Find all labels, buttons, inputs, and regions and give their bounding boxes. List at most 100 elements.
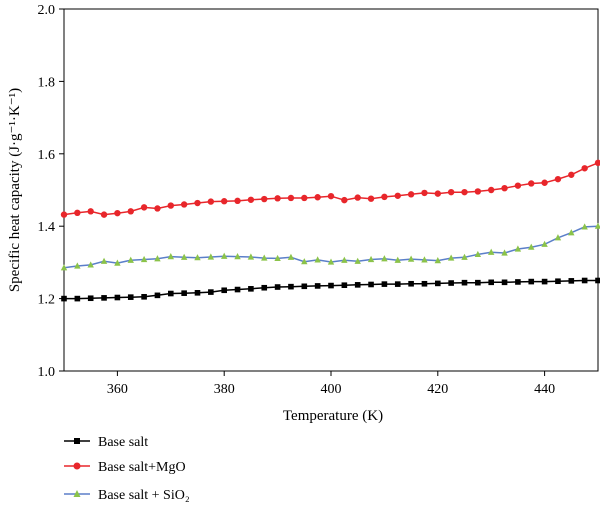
data-point [594,159,600,167]
legend-label-base-salt: Base salt [98,435,148,450]
series-2 [60,222,600,271]
data-point [141,293,147,300]
data-point [140,255,148,263]
series-layer [60,159,600,302]
x-tick-label: 360 [107,382,128,397]
data-point [301,258,308,265]
data-point [74,209,81,217]
x-tick-label: 380 [214,382,235,397]
data-point [194,290,201,296]
data-point [408,280,414,287]
data-point [154,255,161,262]
data-point [488,248,495,255]
data-point [541,179,548,186]
data-point [541,278,548,285]
data-point [568,278,575,284]
data-point [194,254,201,261]
data-point [367,195,375,202]
data-point [274,195,281,202]
data-point [154,205,161,212]
data-point [181,290,187,296]
data-point [261,254,268,261]
x-axis-label: Temperature (K) [283,408,383,424]
data-point [528,243,535,250]
data-point [87,208,94,215]
data-point [488,279,494,286]
data-point [528,180,535,187]
legend-item-base-salt-sio2: Base salt + SiO₂ [64,488,190,503]
legend-label-base-salt-mgo: Base salt+MgO [98,460,186,475]
data-point [100,257,108,264]
data-point [261,195,268,203]
data-point [394,281,401,287]
data-point [314,283,321,289]
data-point [595,277,600,284]
data-point [168,290,174,297]
data-point [287,253,295,260]
data-point [381,281,388,287]
data-point [208,289,214,295]
data-point [301,194,308,202]
data-point [501,184,508,192]
plot-frame [63,8,599,372]
data-point [381,193,388,201]
data-point [60,211,68,218]
data-point [180,253,188,260]
ticks-layer: 360 380 400 420 440 1.0 1.2 1.4 1.6 1.8 2.0 [38,3,556,397]
data-point [301,283,308,290]
data-point [248,286,254,292]
data-point [368,281,374,288]
data-point [554,175,562,183]
data-point [354,257,361,264]
series-0 [61,277,600,302]
legend: Base salt Base salt+MgO Base salt + SiO₂ [64,435,190,503]
data-point [421,280,428,287]
data-point [327,192,335,200]
data-point [514,245,522,252]
data-point [221,287,227,294]
y-tick-label: 2.0 [38,3,56,18]
data-point [554,234,562,241]
data-point [194,199,201,207]
data-point [448,280,454,286]
x-tick-label: 440 [534,382,555,397]
data-point [394,256,401,263]
data-point [447,188,455,196]
data-point [354,282,361,288]
data-point [367,255,375,263]
data-point [261,284,268,291]
data-point [207,253,215,260]
data-point [568,171,575,178]
data-point [528,278,535,285]
data-point [274,254,281,262]
data-point [74,295,81,302]
data-point [100,211,108,218]
data-point [328,282,334,289]
data-point [314,256,321,263]
data-point [555,278,561,285]
data-point [515,279,521,285]
data-point [488,186,495,194]
data-point [461,188,468,196]
y-tick-label: 1.0 [38,365,56,380]
data-point [541,240,548,247]
data-point [127,294,134,300]
data-point [514,182,522,189]
data-point [114,294,121,301]
data-point [501,279,508,286]
data-point [461,279,468,286]
legend-label-base-salt-sio2: Base salt + SiO₂ [98,488,190,503]
y-tick-label: 1.8 [38,75,56,90]
data-point [74,262,81,269]
data-point [461,253,468,260]
data-point [381,255,388,262]
legend-item-base-salt-mgo: Base salt+MgO [64,460,186,475]
legend-item-base-salt: Base salt [64,435,148,450]
data-point [434,190,441,197]
data-point [87,295,94,302]
data-point [581,277,588,284]
data-point [167,253,174,260]
data-point [234,197,241,205]
y-tick-label: 1.2 [38,293,56,308]
